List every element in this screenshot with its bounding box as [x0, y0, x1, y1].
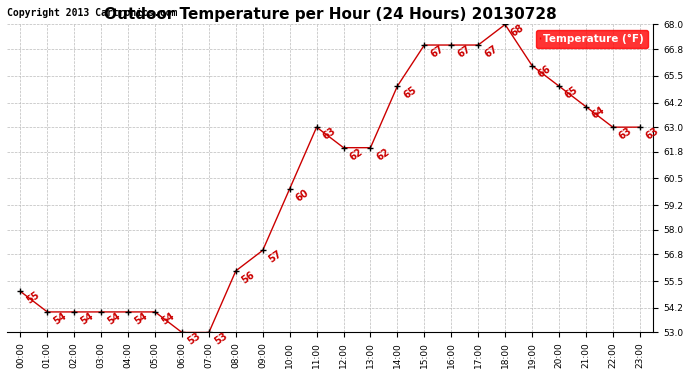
Text: 62: 62	[375, 146, 391, 162]
Text: 62: 62	[348, 146, 364, 162]
Text: 54: 54	[52, 310, 68, 326]
Text: 63: 63	[644, 126, 661, 142]
Text: 60: 60	[294, 187, 310, 203]
Text: 65: 65	[402, 85, 418, 100]
Text: Copyright 2013 Cartronics.com: Copyright 2013 Cartronics.com	[7, 8, 177, 18]
Text: 66: 66	[536, 64, 553, 80]
Text: 54: 54	[132, 310, 149, 326]
Text: 63: 63	[617, 126, 634, 142]
Text: 67: 67	[428, 44, 445, 60]
Text: 54: 54	[106, 310, 122, 326]
Legend: Temperature (°F): Temperature (°F)	[536, 30, 648, 48]
Text: 67: 67	[482, 44, 499, 60]
Text: 68: 68	[509, 23, 526, 39]
Text: 67: 67	[455, 44, 472, 60]
Text: 63: 63	[321, 126, 337, 142]
Title: Outdoor Temperature per Hour (24 Hours) 20130728: Outdoor Temperature per Hour (24 Hours) …	[104, 7, 556, 22]
Text: 64: 64	[590, 105, 607, 121]
Text: 57: 57	[267, 249, 284, 265]
Text: 54: 54	[159, 310, 176, 326]
Text: 53: 53	[186, 331, 203, 347]
Text: 65: 65	[563, 85, 580, 100]
Text: 53: 53	[213, 331, 230, 347]
Text: 56: 56	[240, 269, 257, 285]
Text: 55: 55	[25, 290, 41, 306]
Text: 54: 54	[79, 310, 95, 326]
